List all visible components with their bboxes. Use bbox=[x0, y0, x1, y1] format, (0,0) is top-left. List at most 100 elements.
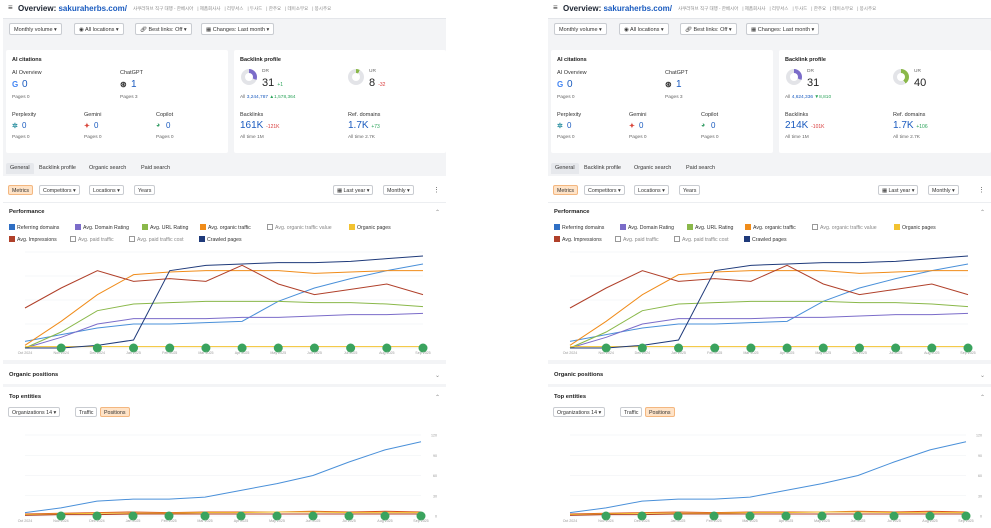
event-marker[interactable] bbox=[201, 343, 211, 353]
event-marker[interactable] bbox=[416, 511, 426, 521]
gemini-value[interactable]: 0 bbox=[94, 121, 99, 130]
event-marker[interactable] bbox=[129, 343, 139, 353]
event-marker[interactable] bbox=[92, 511, 102, 521]
dr-value[interactable]: 31 bbox=[807, 77, 820, 89]
event-marker[interactable] bbox=[382, 343, 392, 353]
tab-paid-search[interactable]: Paid search bbox=[141, 165, 171, 171]
event-marker[interactable] bbox=[745, 511, 755, 521]
locations-dropdown[interactable]: ◉ All locations ▾ bbox=[619, 23, 669, 35]
breadcrumb-item[interactable]: 한주요 bbox=[268, 6, 282, 11]
event-marker[interactable] bbox=[308, 511, 318, 521]
metric-checkbox[interactable]: Avg. Domain Rating bbox=[620, 224, 674, 231]
expand-icon[interactable]: ⌄ bbox=[979, 373, 985, 379]
traffic-toggle[interactable]: Traffic bbox=[620, 407, 643, 417]
granularity-dropdown[interactable]: Monthly ▾ bbox=[928, 185, 959, 195]
perplexity-value[interactable]: 0 bbox=[567, 121, 572, 130]
organizations-dropdown[interactable]: Organizations 14 ▾ bbox=[8, 407, 61, 417]
event-marker[interactable] bbox=[781, 511, 791, 521]
event-marker[interactable] bbox=[237, 343, 247, 353]
period-dropdown[interactable]: ▦ Last year ▾ bbox=[333, 185, 374, 195]
collapse-icon[interactable]: ⌃ bbox=[979, 395, 985, 401]
event-marker[interactable] bbox=[710, 343, 720, 353]
event-marker[interactable] bbox=[673, 511, 683, 521]
breadcrumb-item[interactable]: 몽시주요 bbox=[314, 6, 332, 11]
metric-checkbox[interactable]: Avg. Domain Rating bbox=[75, 224, 129, 231]
tab-general[interactable]: General bbox=[6, 163, 34, 174]
granularity-dropdown[interactable]: Monthly ▾ bbox=[383, 185, 414, 195]
breadcrumb-item[interactable]: 제품회사사 bbox=[199, 6, 221, 11]
metric-checkbox[interactable]: Referring domains bbox=[9, 224, 59, 231]
years-button[interactable]: Years bbox=[679, 185, 701, 195]
volume-dropdown[interactable]: Monthly volume ▾ bbox=[554, 23, 607, 35]
breadcrumb-item[interactable]: 사쿠라허브 직구 대행 - 한베시아 bbox=[678, 6, 739, 11]
years-button[interactable]: Years bbox=[134, 185, 156, 195]
event-marker[interactable] bbox=[891, 343, 901, 353]
metric-checkbox[interactable]: Organic pages bbox=[894, 224, 936, 231]
chatgpt-value[interactable]: 1 bbox=[676, 79, 682, 90]
event-marker[interactable] bbox=[309, 343, 319, 353]
period-dropdown[interactable]: ▦ Last year ▾ bbox=[878, 185, 919, 195]
event-marker[interactable] bbox=[854, 343, 864, 353]
event-marker[interactable] bbox=[817, 511, 827, 521]
event-marker[interactable] bbox=[853, 511, 863, 521]
metric-checkbox[interactable]: Avg. URL Rating bbox=[687, 224, 733, 231]
event-marker[interactable] bbox=[818, 343, 828, 353]
menu-icon[interactable]: ≡ bbox=[553, 3, 558, 12]
event-marker[interactable] bbox=[925, 511, 935, 521]
breadcrumb-item[interactable]: 리뷰서스 bbox=[771, 6, 789, 11]
locations-filter[interactable]: Locations ▾ bbox=[89, 185, 124, 195]
event-marker[interactable] bbox=[963, 343, 973, 353]
organizations-dropdown[interactable]: Organizations 14 ▾ bbox=[553, 407, 606, 417]
metric-checkbox[interactable]: Avg. paid traffic cost bbox=[674, 236, 729, 243]
metric-checkbox[interactable]: Avg. Impressions bbox=[9, 236, 57, 243]
metric-checkbox[interactable]: Avg. paid traffic cost bbox=[129, 236, 184, 243]
breadcrumb-item[interactable]: 두사드 bbox=[794, 6, 808, 11]
breadcrumb-item[interactable]: 데이소무요 bbox=[832, 6, 854, 11]
ur-value[interactable]: 8 -32 bbox=[369, 77, 386, 89]
event-marker[interactable] bbox=[272, 511, 282, 521]
performance-chart[interactable]: Oct 2024 Nov 2024 Dec 2024 Jan 2025 Feb 2025… bbox=[3, 176, 446, 360]
positions-toggle[interactable]: Positions bbox=[100, 407, 130, 417]
event-marker[interactable] bbox=[56, 343, 66, 353]
menu-icon[interactable]: ≡ bbox=[8, 3, 13, 12]
best-links-dropdown[interactable]: 🔗︎ Best links: Off ▾ bbox=[135, 23, 192, 35]
event-marker[interactable] bbox=[418, 343, 428, 353]
event-marker[interactable] bbox=[709, 511, 719, 521]
tab-general[interactable]: General bbox=[551, 163, 579, 174]
breadcrumb-item[interactable]: 리뷰서스 bbox=[226, 6, 244, 11]
chatgpt-value[interactable]: 1 bbox=[131, 79, 137, 90]
backlinks-value[interactable]: 214K -101K bbox=[785, 120, 825, 131]
breadcrumb-item[interactable]: 한주요 bbox=[813, 6, 827, 11]
event-marker[interactable] bbox=[889, 511, 899, 521]
traffic-toggle[interactable]: Traffic bbox=[75, 407, 98, 417]
event-marker[interactable] bbox=[200, 511, 210, 521]
metric-checkbox[interactable]: Avg. organic traffic value bbox=[267, 224, 332, 231]
event-marker[interactable] bbox=[782, 343, 792, 353]
expand-icon[interactable]: ⌄ bbox=[434, 373, 440, 379]
competitors-dropdown[interactable]: Competitors ▾ bbox=[39, 185, 80, 195]
locations-dropdown[interactable]: ◉ All locations ▾ bbox=[74, 23, 124, 35]
event-marker[interactable] bbox=[601, 511, 611, 521]
more-options-icon[interactable]: ⋮ bbox=[433, 187, 440, 194]
event-marker[interactable] bbox=[380, 511, 390, 521]
top-entities-chart[interactable]: 120 90 60 30 0 Oct 2024 Nov 2024 Dec 2024 Jan 20… bbox=[548, 387, 991, 528]
event-marker[interactable] bbox=[344, 511, 354, 521]
event-marker[interactable] bbox=[674, 343, 684, 353]
metric-checkbox[interactable]: Avg. paid traffic bbox=[615, 236, 659, 243]
event-marker[interactable] bbox=[128, 511, 138, 521]
breadcrumb-item[interactable]: 몽시주요 bbox=[859, 6, 877, 11]
ai-overview-value[interactable]: 0 bbox=[567, 79, 573, 90]
event-marker[interactable] bbox=[273, 343, 283, 353]
metric-checkbox[interactable]: Referring domains bbox=[554, 224, 604, 231]
metrics-button[interactable]: Metrics bbox=[8, 185, 34, 195]
event-marker[interactable] bbox=[601, 343, 611, 353]
metric-checkbox[interactable]: Avg. organic traffic value bbox=[812, 224, 877, 231]
tab-paid-search[interactable]: Paid search bbox=[686, 165, 716, 171]
breadcrumb-item[interactable]: 사쿠라허브 직구 대행 - 한베시아 bbox=[133, 6, 194, 11]
collapse-icon[interactable]: ⌃ bbox=[434, 395, 440, 401]
breadcrumb-item[interactable]: 제품회사사 bbox=[744, 6, 766, 11]
refdomains-value[interactable]: 1.7K +106 bbox=[893, 120, 928, 131]
tab-backlink-profile[interactable]: Backlink profile bbox=[39, 165, 76, 171]
event-marker[interactable] bbox=[164, 511, 174, 521]
changes-dropdown[interactable]: ▦ Changes: Last month ▾ bbox=[746, 23, 820, 35]
